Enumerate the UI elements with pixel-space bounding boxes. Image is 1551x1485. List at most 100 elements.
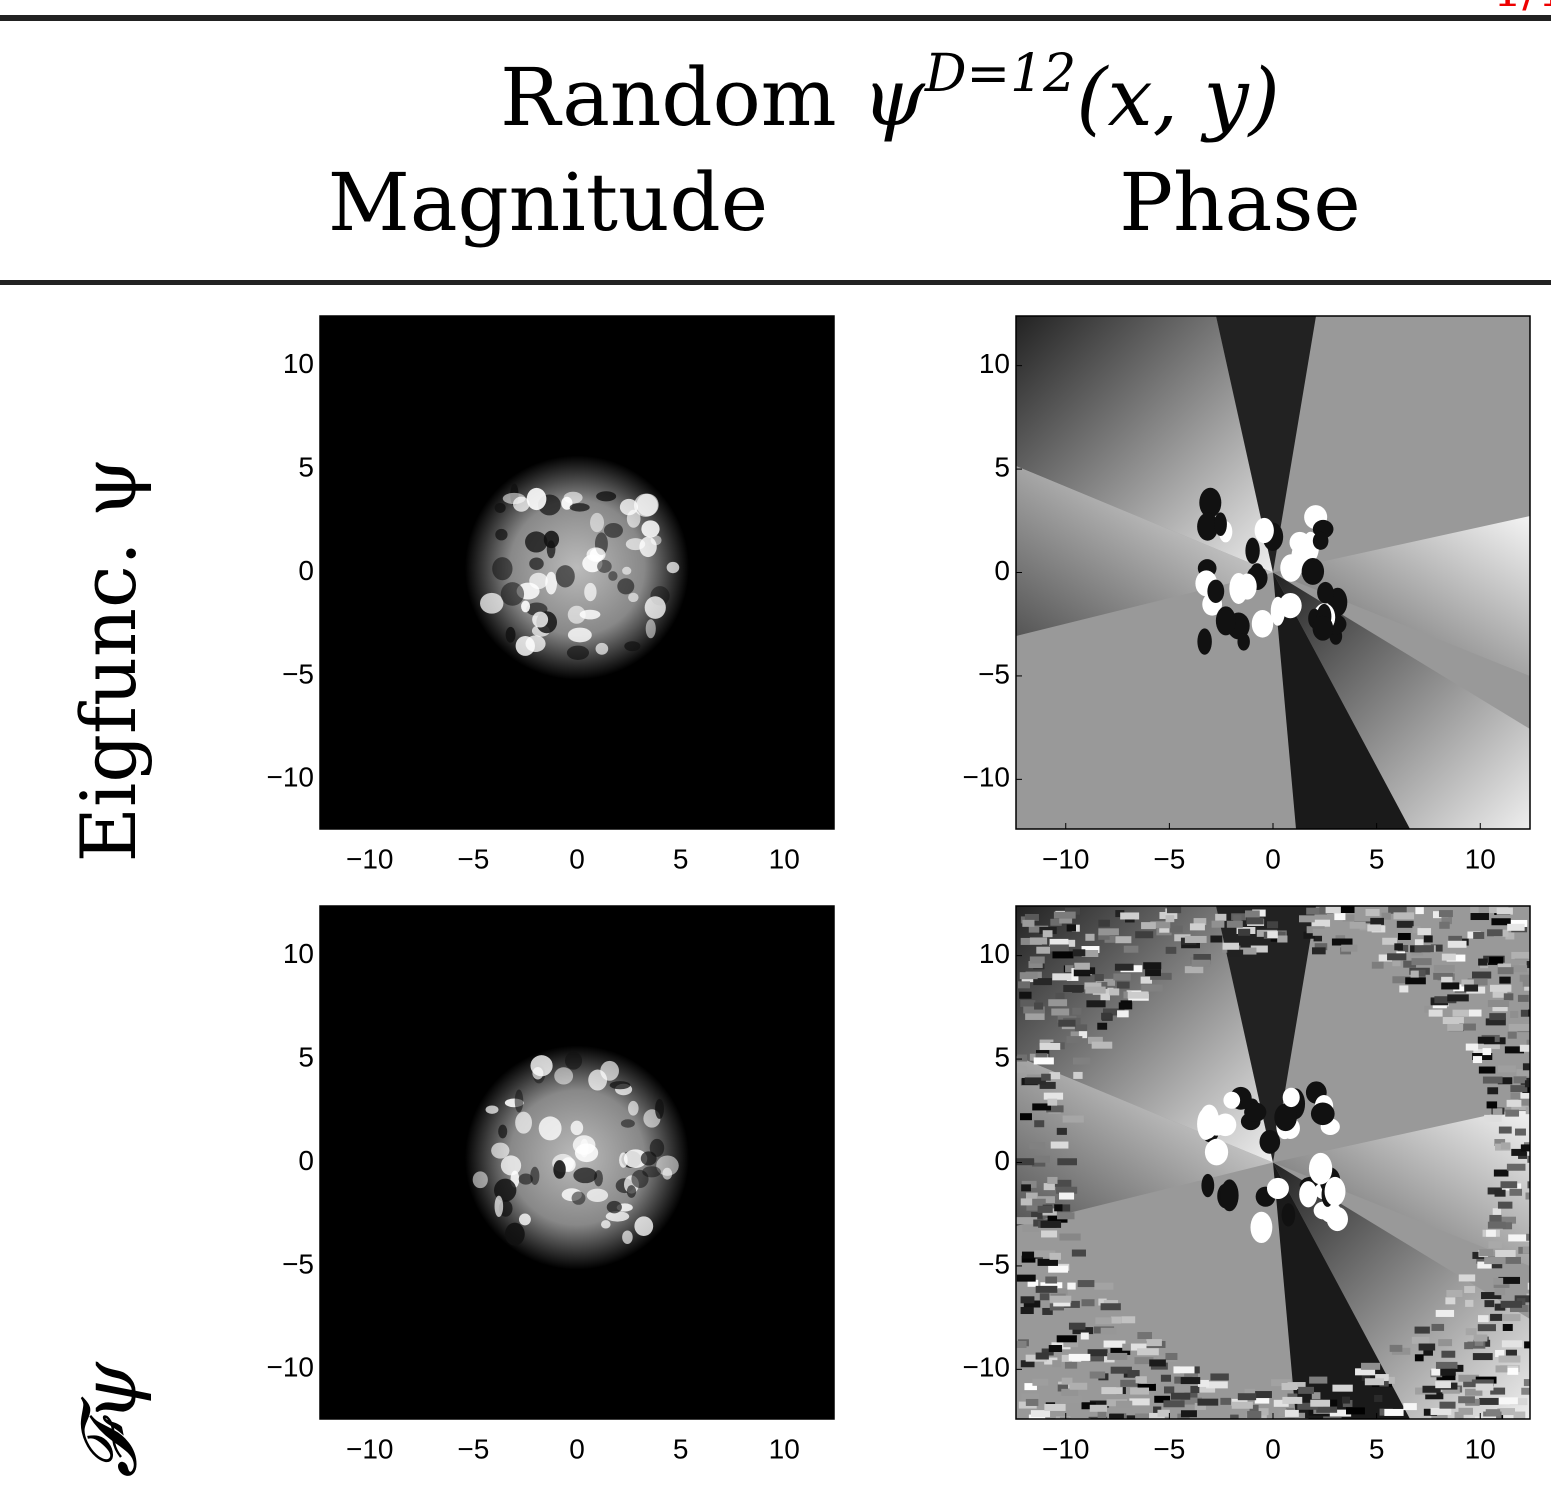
noise [1072, 1250, 1086, 1257]
noise [1020, 1113, 1032, 1120]
noise [1372, 962, 1384, 969]
noise [1424, 935, 1433, 942]
vortex [1205, 1139, 1228, 1166]
noise [1310, 1400, 1330, 1407]
noise [1238, 929, 1250, 936]
noise [1415, 1354, 1424, 1361]
noise [1472, 972, 1491, 979]
noise [1026, 1399, 1038, 1406]
y-tick-label: −10 [963, 1352, 1011, 1383]
noise [1502, 1340, 1522, 1347]
noise [1495, 1250, 1515, 1257]
noise [1490, 985, 1511, 992]
noise [1073, 1058, 1090, 1065]
speckle [570, 503, 590, 511]
x-tick-label: −5 [1153, 843, 1185, 874]
speckle [571, 1121, 584, 1135]
noise [1088, 1349, 1108, 1356]
speckle [515, 1090, 524, 1113]
noise [1232, 1402, 1253, 1409]
speckle [624, 641, 640, 651]
noise [1493, 1278, 1503, 1285]
noise [1529, 1227, 1539, 1234]
y-tick-label: −5 [978, 658, 1010, 689]
noise [1192, 960, 1211, 967]
noise [1502, 1314, 1520, 1321]
noise [1212, 921, 1225, 928]
noise [1515, 1129, 1526, 1136]
noise [1487, 929, 1503, 936]
noise [1520, 1045, 1534, 1052]
noise [1048, 999, 1067, 1006]
title-superscript: D=12 [924, 44, 1076, 104]
speckle [521, 601, 530, 613]
vortex [1214, 512, 1227, 536]
speckle [573, 1168, 597, 1184]
noise [1021, 1296, 1035, 1303]
speckle [529, 557, 543, 570]
noise [1499, 1356, 1521, 1363]
y-tick-label: 10 [979, 938, 1010, 969]
speckle [525, 531, 547, 552]
noise [1021, 1198, 1032, 1205]
noise [1483, 1048, 1492, 1055]
noise [1040, 1293, 1050, 1300]
speckle [596, 643, 609, 655]
speckle [646, 619, 656, 638]
noise [1495, 1190, 1506, 1197]
noise [1101, 1013, 1112, 1020]
noise [1393, 912, 1414, 919]
x-tick-label: −10 [346, 1433, 394, 1464]
noise [1525, 1193, 1536, 1200]
image-panel: −10−50510−10−50510 [963, 316, 1531, 874]
speckle [519, 1213, 531, 1225]
noise [1527, 1181, 1538, 1188]
speckle [641, 1151, 657, 1165]
noise [1034, 1057, 1054, 1064]
noise [1394, 943, 1403, 950]
speckle [604, 523, 623, 538]
vortex [1325, 1177, 1346, 1206]
noise [1478, 959, 1487, 966]
noise [1101, 1328, 1117, 1335]
x-tick-label: 0 [1265, 843, 1281, 874]
noise [1040, 1043, 1061, 1050]
noise [1141, 985, 1162, 992]
noise [1277, 936, 1287, 943]
x-tick-label: 0 [569, 843, 585, 874]
noise [1496, 1365, 1508, 1372]
noise [1507, 1100, 1522, 1107]
noise [1045, 1276, 1057, 1283]
noise [1478, 1037, 1495, 1044]
noise [1061, 1395, 1082, 1402]
noise [1484, 1257, 1505, 1264]
noise [1022, 920, 1034, 927]
noise [1508, 1032, 1517, 1039]
noise [1493, 1108, 1503, 1115]
noise [1215, 914, 1226, 921]
noise [1058, 1020, 1075, 1027]
speckle [628, 1101, 639, 1116]
noise [1052, 973, 1071, 980]
slide: 1/1 Random ψD=12(x, y) Magnitude Phase E… [0, 0, 1551, 1485]
noise [1029, 1142, 1045, 1149]
noise [1466, 1328, 1477, 1335]
speckle [667, 562, 680, 573]
noise [1019, 992, 1031, 999]
noise [1498, 1202, 1512, 1209]
noise [1521, 1010, 1541, 1017]
noise [1443, 1017, 1464, 1024]
noise [1021, 1307, 1034, 1314]
speckle [627, 1185, 636, 1198]
noise [1334, 913, 1345, 920]
noise [1100, 993, 1110, 1000]
speckle [530, 1055, 552, 1076]
noise [1167, 906, 1181, 913]
speckle [622, 567, 631, 575]
noise [1145, 969, 1161, 976]
noise [1447, 994, 1468, 1001]
row-label: 𝓕ψ [64, 1361, 153, 1478]
title-symbol: ψ [862, 51, 926, 144]
noise [1227, 921, 1243, 928]
noise [1051, 1142, 1069, 1149]
